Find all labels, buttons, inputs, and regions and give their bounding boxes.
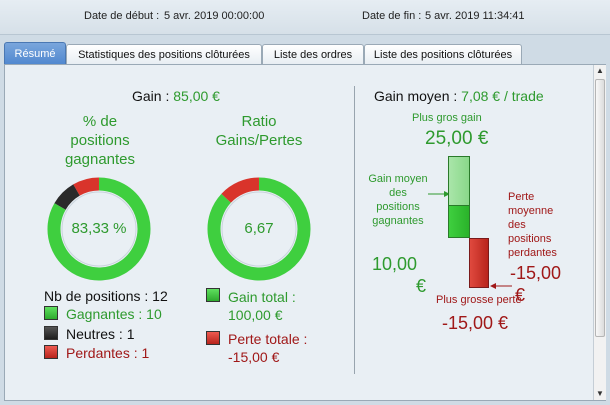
losers-legend-swatch <box>44 345 58 359</box>
tab-closed-positions-list[interactable]: Liste des positions clôturées <box>364 44 522 64</box>
avg-loss-currency: € <box>515 285 526 305</box>
avg-gain-value: 7,08 € / trade <box>461 88 544 104</box>
tab-summary[interactable]: Résumé <box>4 42 66 65</box>
total-gain-value: 100,00 € <box>228 307 283 323</box>
avg-win-label: Gain moyen des positions gagnantes <box>368 173 428 227</box>
avg-loss-arrow-icon <box>490 283 512 289</box>
positions-count: Nb de positions : 12 <box>44 288 168 304</box>
ratio-donut <box>207 177 311 281</box>
end-date-value: 5 avr. 2019 11:34:41 <box>425 10 525 22</box>
loss-bar <box>469 238 489 288</box>
avg-win-arrow-icon <box>428 191 450 197</box>
total-loss: Perte totale : <box>228 331 308 347</box>
neutral-count: Neutres : 1 <box>66 326 135 342</box>
date-range-bar: Date de début : 5 avr. 2019 00:00:00 Dat… <box>0 0 610 35</box>
end-date-label: Date de fin : <box>362 10 422 22</box>
max-loss-label: Plus grosse perte <box>436 294 522 306</box>
ratio-loss-segment <box>221 177 260 203</box>
losers-count: Perdantes : 1 <box>66 345 150 361</box>
avg-loss-value: -15,00 <box>510 263 562 283</box>
max-loss-value: -15,00 € <box>442 313 509 333</box>
donut-losers-segment <box>73 177 100 196</box>
winners-legend-swatch <box>44 306 58 320</box>
total-gain-swatch <box>206 288 220 302</box>
win-rate-donut <box>47 177 151 281</box>
winners-count: Gagnantes : 10 <box>66 306 162 322</box>
ratio-value: 6,67 <box>244 220 274 237</box>
vertical-scrollbar[interactable]: ▲ ▼ <box>593 65 606 400</box>
avg-win-bar <box>448 205 470 238</box>
neutral-legend-swatch <box>44 326 58 340</box>
scrollbar-thumb[interactable] <box>595 79 605 337</box>
max-gain-value: 25,00 € <box>425 128 489 149</box>
scroll-down-icon[interactable]: ▼ <box>596 389 604 398</box>
tab-orders-list[interactable]: Liste des ordres <box>262 44 364 64</box>
start-date-label: Date de début : <box>84 10 160 22</box>
gain-value: 85,00 € <box>173 88 220 104</box>
gain-label: Gain : 85,00 € <box>132 88 220 104</box>
avg-win-value: 10,00 <box>372 254 418 274</box>
ratio-gain-segment <box>207 177 311 281</box>
section-divider <box>354 86 355 374</box>
donut-neutral-segment <box>54 184 81 211</box>
avg-gain-title: Gain moyen : 7,08 € / trade <box>374 88 544 104</box>
scroll-up-icon[interactable]: ▲ <box>596 66 604 75</box>
donut-winners-segment <box>47 177 151 281</box>
win-rate-value: 83,33 % <box>71 220 127 237</box>
total-loss-swatch <box>206 331 220 345</box>
start-date-value: 5 avr. 2019 00:00:00 <box>164 10 265 22</box>
avg-win-currency: € <box>416 276 427 296</box>
total-loss-value: -15,00 € <box>228 349 280 365</box>
total-gain: Gain total : <box>228 289 296 305</box>
win-rate-title: % de positions gagnantes <box>64 113 136 168</box>
max-gain-label: Plus gros gain <box>412 112 482 124</box>
ratio-title: Ratio Gains/Pertes <box>215 113 303 149</box>
tab-closed-positions-stats[interactable]: Statistiques des positions clôturées <box>66 44 262 64</box>
avg-loss-label: Perte moyenne des positions perdantes <box>508 191 557 259</box>
